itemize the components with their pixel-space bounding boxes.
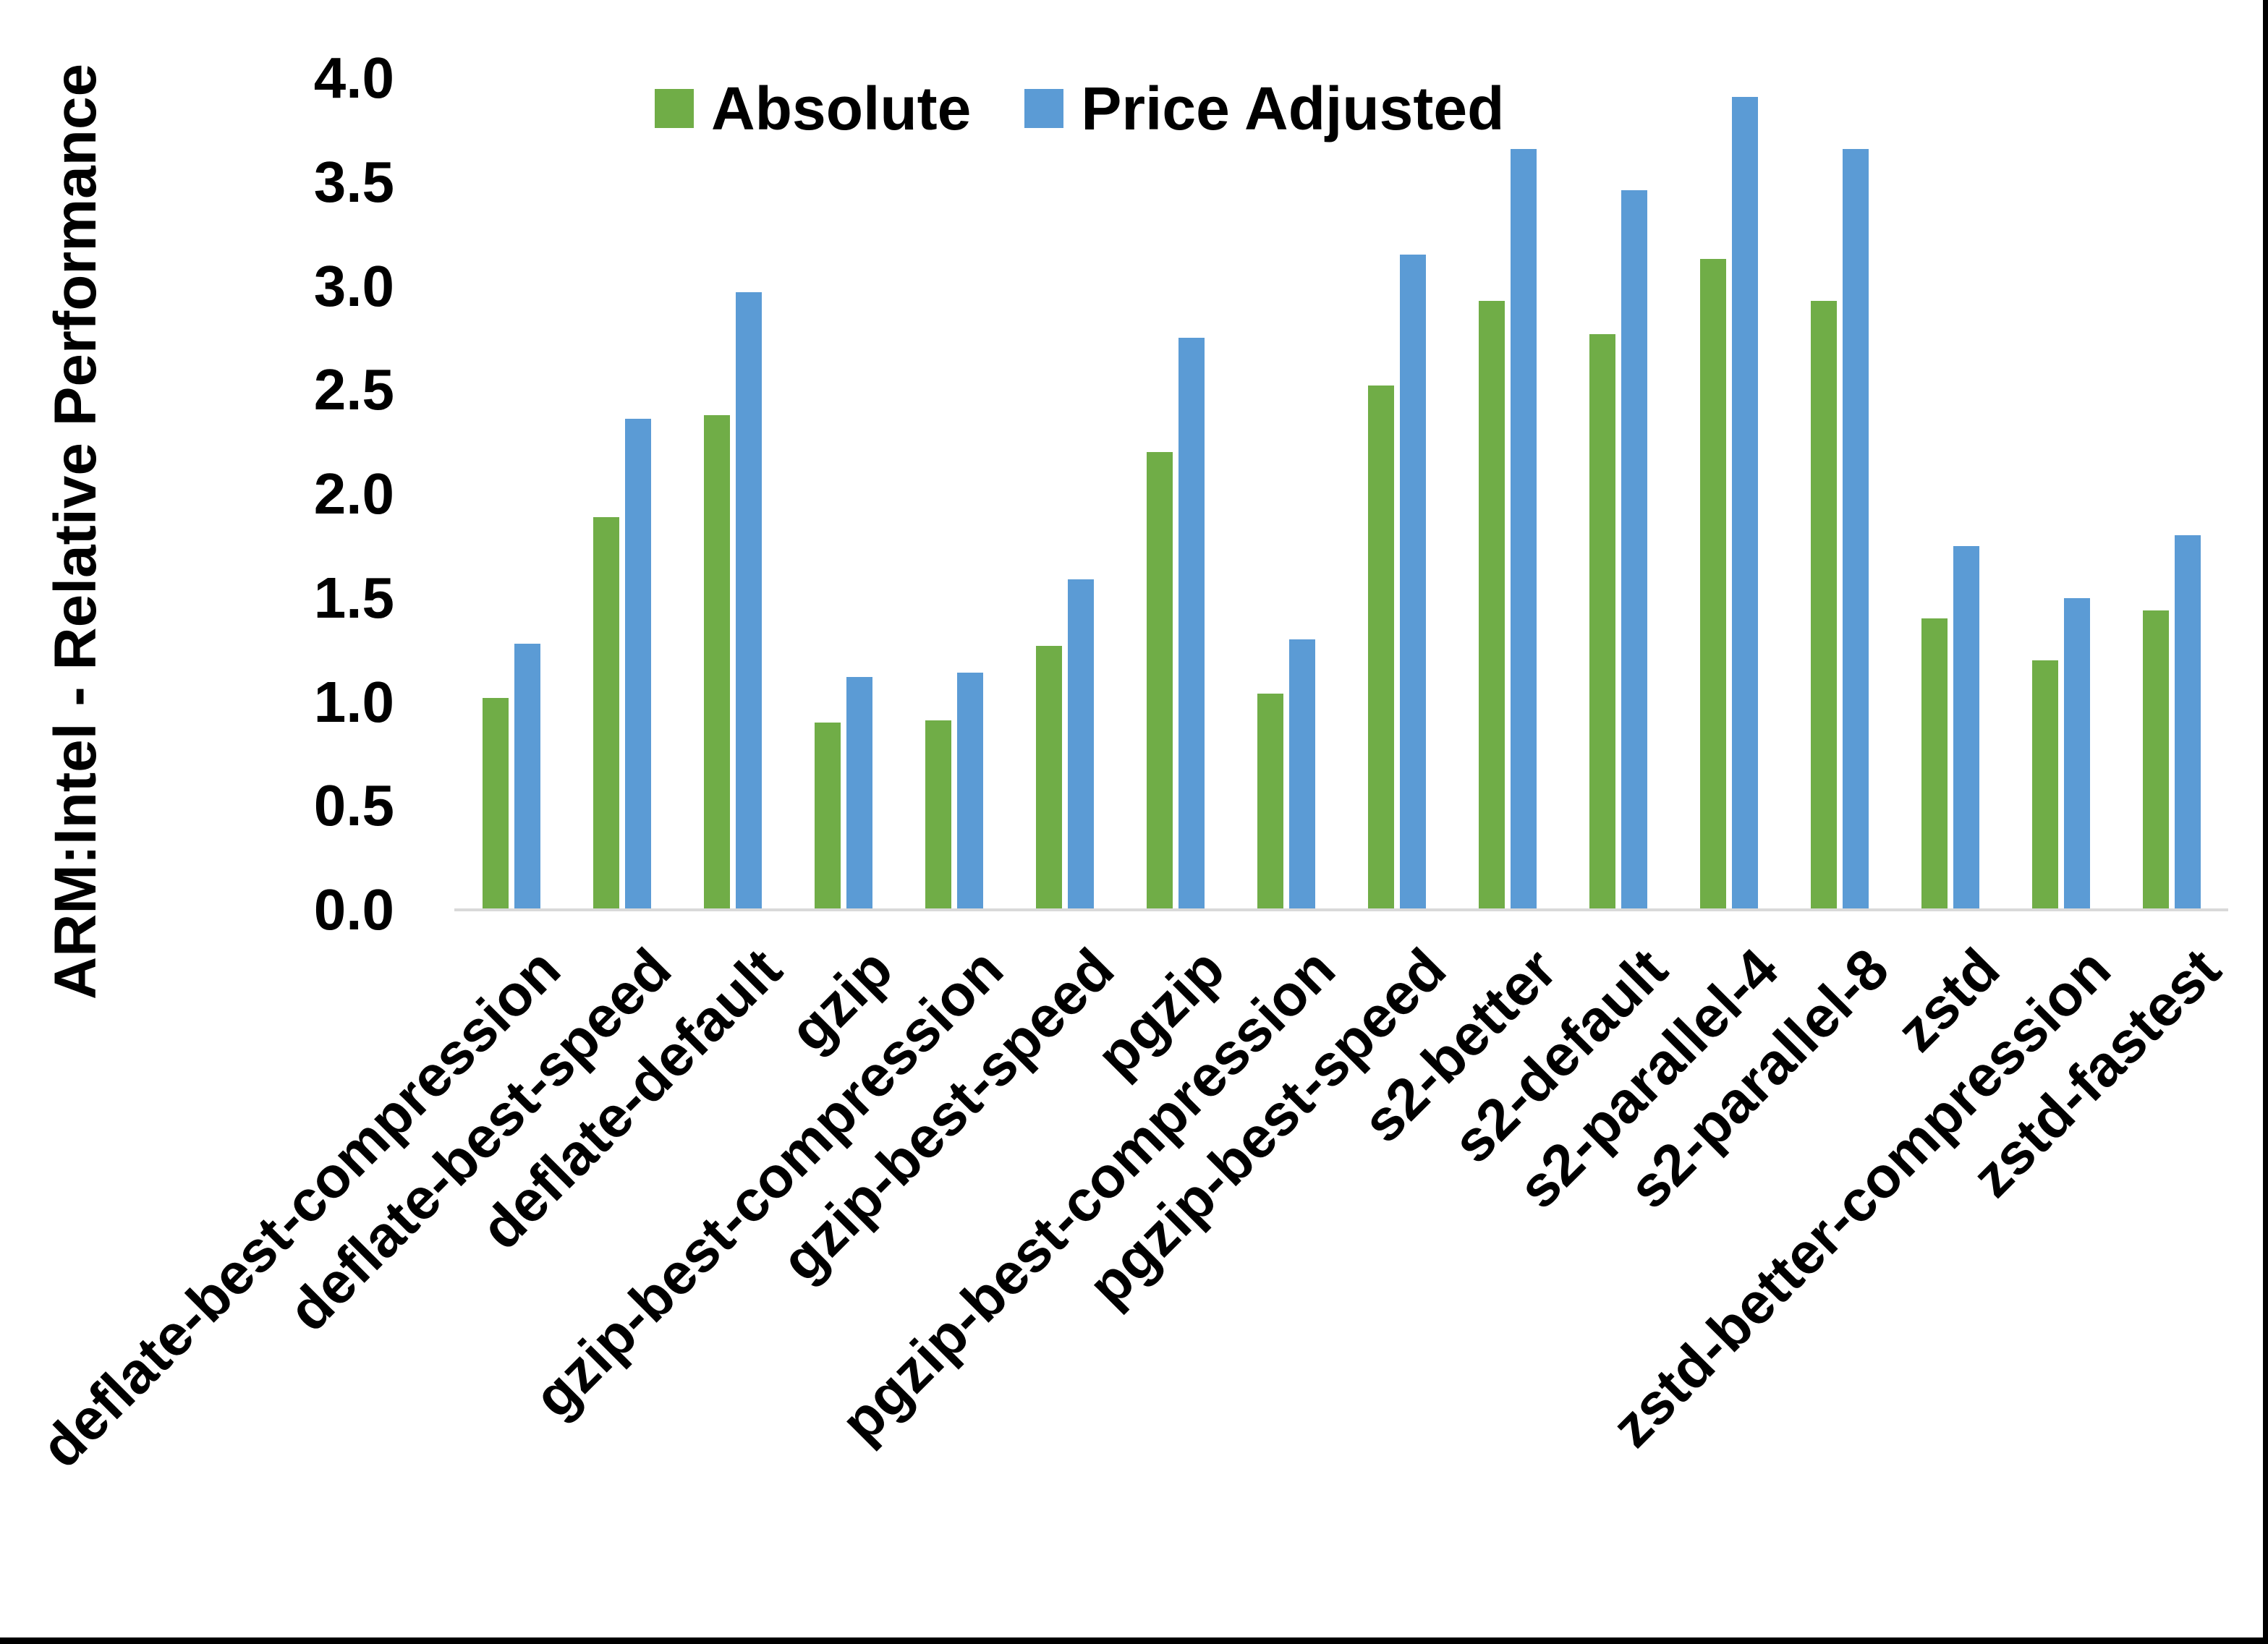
bar-price-adjusted-s2-parallel-4 — [1732, 97, 1758, 910]
legend: Absolute Price Adjusted — [655, 78, 1504, 139]
bar-price-adjusted-deflate-best-speed — [625, 419, 651, 910]
y-tick-label: 1.5 — [313, 565, 394, 630]
legend-swatch-price-adjusted — [1024, 89, 1064, 128]
bar-price-adjusted-gzip — [846, 677, 872, 910]
legend-item-absolute: Absolute — [655, 78, 971, 139]
y-tick-label: 3.0 — [313, 253, 394, 318]
y-tick-label: 4.0 — [313, 46, 394, 110]
bar-absolute-s2-better — [1479, 301, 1505, 910]
y-axis-title: ARM:Intel - Relative Performance — [43, 63, 109, 1000]
bar-price-adjusted-s2-default — [1621, 190, 1647, 910]
y-tick-label: 1.0 — [313, 669, 394, 734]
bar-absolute-zstd-better-compression — [2032, 660, 2058, 910]
bar-absolute-deflate-best-compression — [483, 698, 509, 910]
bar-absolute-deflate-default — [704, 415, 730, 910]
bar-price-adjusted-zstd — [1953, 546, 1979, 910]
bar-absolute-gzip-best-compression — [925, 720, 951, 910]
legend-swatch-absolute — [655, 89, 694, 128]
bar-price-adjusted-pgzip-best-compression — [1289, 639, 1315, 910]
bar-price-adjusted-pgzip-best-speed — [1400, 255, 1426, 910]
bar-price-adjusted-gzip-best-compression — [957, 673, 983, 910]
legend-item-price-adjusted: Price Adjusted — [1024, 78, 1504, 139]
legend-label-absolute: Absolute — [711, 74, 972, 142]
bar-absolute-zstd — [1921, 618, 1948, 910]
bar-absolute-zstd-fastest — [2143, 610, 2169, 910]
bar-absolute-s2-parallel-8 — [1811, 301, 1837, 910]
bar-price-adjusted-deflate-default — [736, 292, 762, 910]
bar-price-adjusted-s2-better — [1511, 149, 1537, 910]
y-tick-label: 0.0 — [313, 877, 394, 942]
bar-absolute-pgzip-best-compression — [1257, 694, 1283, 910]
y-tick-label: 3.5 — [313, 149, 394, 214]
bar-absolute-gzip-best-speed — [1036, 646, 1062, 910]
bar-absolute-gzip — [815, 723, 841, 910]
bar-absolute-pgzip-best-speed — [1368, 386, 1394, 910]
x-axis-line — [454, 908, 2228, 911]
bar-absolute-pgzip — [1147, 452, 1173, 910]
bar-price-adjusted-zstd-better-compression — [2064, 598, 2090, 910]
bar-price-adjusted-zstd-fastest — [2175, 535, 2201, 910]
bar-absolute-s2-default — [1589, 334, 1615, 910]
legend-label-price-adjusted: Price Adjusted — [1081, 74, 1505, 142]
y-tick-label: 0.5 — [313, 773, 394, 838]
y-tick-label: 2.0 — [313, 461, 394, 526]
window-edge-right — [2263, 0, 2268, 1644]
bar-price-adjusted-gzip-best-speed — [1068, 579, 1094, 910]
bar-absolute-deflate-best-speed — [593, 517, 619, 910]
bar-price-adjusted-pgzip — [1178, 338, 1205, 910]
bar-price-adjusted-s2-parallel-8 — [1843, 149, 1869, 910]
window-edge-bottom — [0, 1637, 2268, 1644]
bar-price-adjusted-deflate-best-compression — [514, 644, 540, 910]
bar-absolute-s2-parallel-4 — [1700, 259, 1726, 910]
y-tick-label: 2.5 — [313, 357, 394, 422]
